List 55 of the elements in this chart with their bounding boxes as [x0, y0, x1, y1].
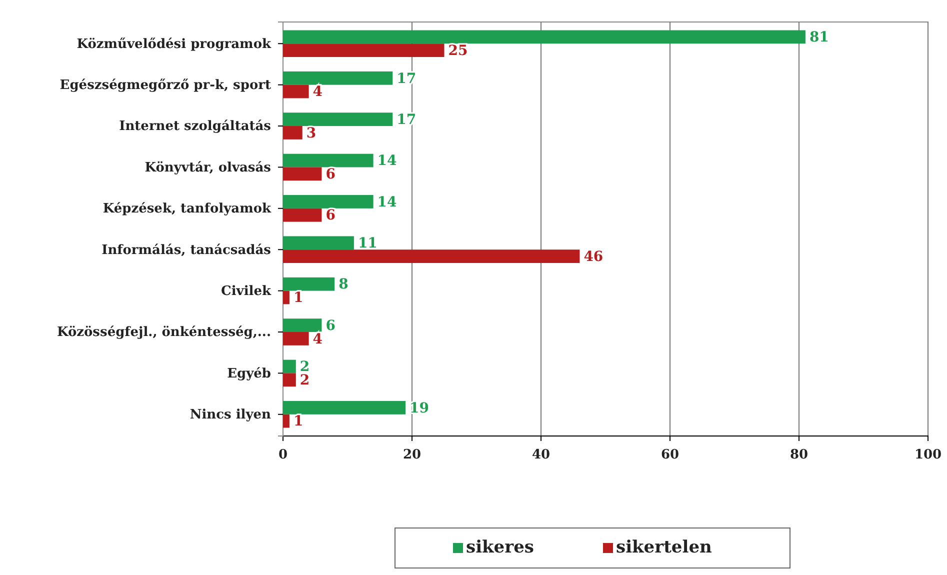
bar [283, 195, 374, 208]
bar [283, 167, 322, 181]
data-label: 14 [377, 153, 398, 170]
y-tick-label: Közművelődési programok [76, 36, 272, 52]
data-label: 4 [312, 331, 323, 348]
y-tick-label: Informálás, tanácsadás [102, 242, 271, 258]
data-label: 2 [300, 372, 310, 389]
x-tick-label: 60 [660, 447, 680, 462]
x-tick-label: 0 [278, 447, 288, 462]
bar [283, 208, 322, 222]
data-label: 11 [358, 236, 378, 252]
bar [283, 84, 309, 98]
data-label: 1 [293, 290, 304, 306]
bar [283, 400, 406, 414]
data-label: 46 [584, 248, 604, 265]
bar [283, 71, 393, 85]
bar [283, 236, 354, 250]
bar [283, 360, 296, 374]
bar [283, 112, 393, 126]
data-label: 4 [312, 84, 323, 100]
y-tick-label: Nincs ilyen [190, 408, 272, 423]
x-tick-label: 40 [532, 447, 550, 462]
data-label: 3 [306, 125, 316, 142]
x-tick-label: 100 [914, 447, 942, 462]
bar [283, 30, 806, 44]
bar [283, 373, 296, 387]
y-tick-label: Képzések, tanfolyamok [102, 202, 272, 217]
y-tick-label: Közösségfejl., önkéntesség,... [56, 325, 271, 340]
bar [283, 126, 302, 140]
bar [283, 332, 309, 346]
legend-label: sikertelen [616, 537, 712, 558]
data-label: 8 [338, 276, 348, 293]
data-label: 6 [326, 208, 336, 224]
data-label: 25 [448, 42, 468, 59]
y-tick-label: Internet szolgáltatás [119, 119, 271, 134]
legend-label: sikeres [466, 537, 534, 558]
bar [283, 318, 322, 332]
bar [283, 250, 580, 263]
x-tick-label: 80 [790, 447, 808, 462]
data-label: 6 [326, 166, 336, 183]
y-tick-label: Egészségmegőrző pr-k, sport [60, 78, 271, 93]
bar [283, 290, 290, 304]
y-tick-label: Civilek [221, 284, 272, 299]
x-tick-label: 20 [402, 447, 422, 462]
data-label: 2 [300, 359, 310, 376]
data-label: 1 [293, 414, 304, 430]
data-label: 81 [809, 30, 829, 46]
data-label: 14 [377, 194, 398, 210]
y-tick-label: Egyéb [227, 366, 271, 382]
bar [283, 44, 444, 58]
y-tick-label: Könyvtár, olvasás [144, 160, 271, 176]
data-label: 6 [326, 318, 336, 334]
bar [283, 414, 290, 428]
bar [283, 154, 374, 168]
bar [283, 277, 335, 291]
